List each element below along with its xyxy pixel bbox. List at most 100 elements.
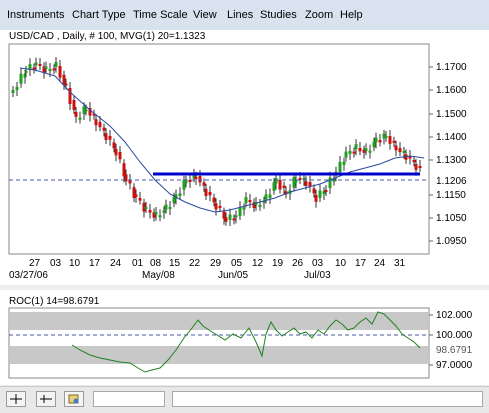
x-tick-label: 19: [272, 258, 284, 269]
candle-body: [358, 148, 362, 152]
roc-line: [71, 311, 421, 373]
candle-body: [152, 212, 156, 218]
candle-body: [104, 133, 108, 140]
candle-body: [298, 178, 302, 181]
roc-chart[interactable]: ROC(1) 14=98.6791 102.000 100.000 97.000…: [0, 290, 489, 385]
candle-body: [122, 163, 126, 177]
candle-body: [72, 100, 76, 110]
crosshair-icon: [10, 394, 22, 404]
candle-body: [292, 177, 296, 188]
x-tick-label: 24: [374, 258, 386, 269]
status-field-left: [93, 391, 165, 407]
crosshair-tool-button[interactable]: [6, 391, 26, 407]
x-tick-label: 26: [292, 258, 304, 269]
candle-body: [158, 215, 162, 218]
candle-body: [64, 83, 68, 86]
x-tick-label: 10: [335, 258, 347, 269]
price-chart[interactable]: USD/CAD , Daily, # 100, MVG(1) 20=1.1323…: [0, 30, 489, 285]
candle-body: [242, 207, 246, 210]
x-tick-label: 05: [231, 258, 243, 269]
menu-time-scale[interactable]: Time Scale: [133, 9, 188, 21]
candle-body: [228, 214, 232, 220]
candle-body: [402, 150, 406, 153]
candle-body: [284, 191, 288, 195]
roc-indicator-pane[interactable]: ROC(1) 14=98.6791 102.000 100.000 97.000…: [0, 290, 489, 385]
candle-body: [192, 172, 196, 179]
candle-body: [174, 194, 178, 199]
candle-body: [184, 180, 188, 184]
price-chart-pane[interactable]: USD/CAD , Daily, # 100, MVG(1) 20=1.1323…: [0, 30, 489, 285]
candle-body: [384, 135, 388, 138]
last-price-badge: [431, 174, 475, 186]
candle-body: [144, 206, 148, 209]
menu-zoom[interactable]: Zoom: [305, 9, 334, 21]
candle-body: [74, 112, 78, 117]
line-tool-icon: [40, 395, 52, 403]
menu-instruments[interactable]: Instruments: [7, 9, 65, 21]
x-tick-label: 17: [355, 258, 367, 269]
menu-lines[interactable]: Lines: [227, 9, 254, 21]
moving-average-line: [19, 67, 425, 213]
candle-body: [344, 151, 348, 158]
candle-body: [94, 119, 98, 126]
last-price-value: 1.1206: [436, 176, 467, 187]
candle-body: [128, 180, 132, 184]
candle-body: [212, 197, 216, 203]
candle-body: [162, 210, 166, 213]
candle-body: [324, 190, 328, 192]
candle-body: [368, 150, 372, 153]
candle-body: [108, 136, 112, 140]
menu-view[interactable]: View: [193, 9, 217, 21]
candle-body: [264, 194, 268, 200]
candle-body: [352, 151, 356, 154]
x-tick-label: 22: [189, 258, 201, 269]
candle-body: [34, 62, 38, 66]
roc-y-tick-label: 100.000: [436, 330, 473, 341]
candle-body: [38, 64, 42, 66]
menu-help[interactable]: Help: [340, 9, 363, 21]
y-tick-label: 1.1300: [436, 155, 467, 166]
candle-body: [404, 154, 408, 160]
y-tick-label: 1.0950: [436, 236, 467, 247]
x-tick-label: 01: [132, 258, 144, 269]
candle-body: [54, 62, 58, 67]
candle-body: [412, 160, 416, 163]
candle-body: [15, 86, 19, 90]
candle-body: [62, 74, 66, 84]
y-tick-label: 1.1150: [436, 190, 466, 201]
candle-body: [318, 190, 322, 198]
candle-body: [418, 166, 422, 168]
candle-body: [178, 193, 182, 196]
x-tick-label: 08: [150, 258, 162, 269]
candle-body: [114, 148, 118, 156]
candle-body: [98, 122, 102, 128]
candle-body: [274, 178, 278, 184]
line-tool-button[interactable]: [36, 391, 56, 407]
candle-body: [78, 117, 82, 120]
candle-body: [294, 180, 298, 183]
candle-body: [208, 192, 212, 196]
menu-studies[interactable]: Studies: [260, 9, 297, 21]
y-tick-label: 1.1700: [436, 62, 467, 73]
y-tick-label: 1.1050: [436, 213, 467, 224]
candle-body: [124, 174, 128, 182]
candle-body: [164, 204, 168, 210]
candle-body: [364, 148, 368, 152]
candle-body: [314, 194, 318, 202]
menu-chart-type[interactable]: Chart Type: [72, 9, 126, 21]
candle-body: [154, 212, 158, 215]
x-month-label: May/08: [142, 270, 175, 281]
candle-body: [214, 203, 218, 210]
x-tick-label: 27: [29, 258, 41, 269]
candle-body: [182, 179, 186, 190]
candle-body: [414, 164, 418, 170]
candle-body: [252, 202, 256, 208]
candle-body: [322, 191, 326, 194]
settings-tool-button[interactable]: [64, 391, 84, 407]
candle-body: [238, 207, 242, 216]
status-field-main: [172, 391, 483, 407]
x-tick-label: 31: [394, 258, 406, 269]
x-month-label: Jul/03: [304, 270, 331, 281]
candle-body: [28, 64, 32, 70]
